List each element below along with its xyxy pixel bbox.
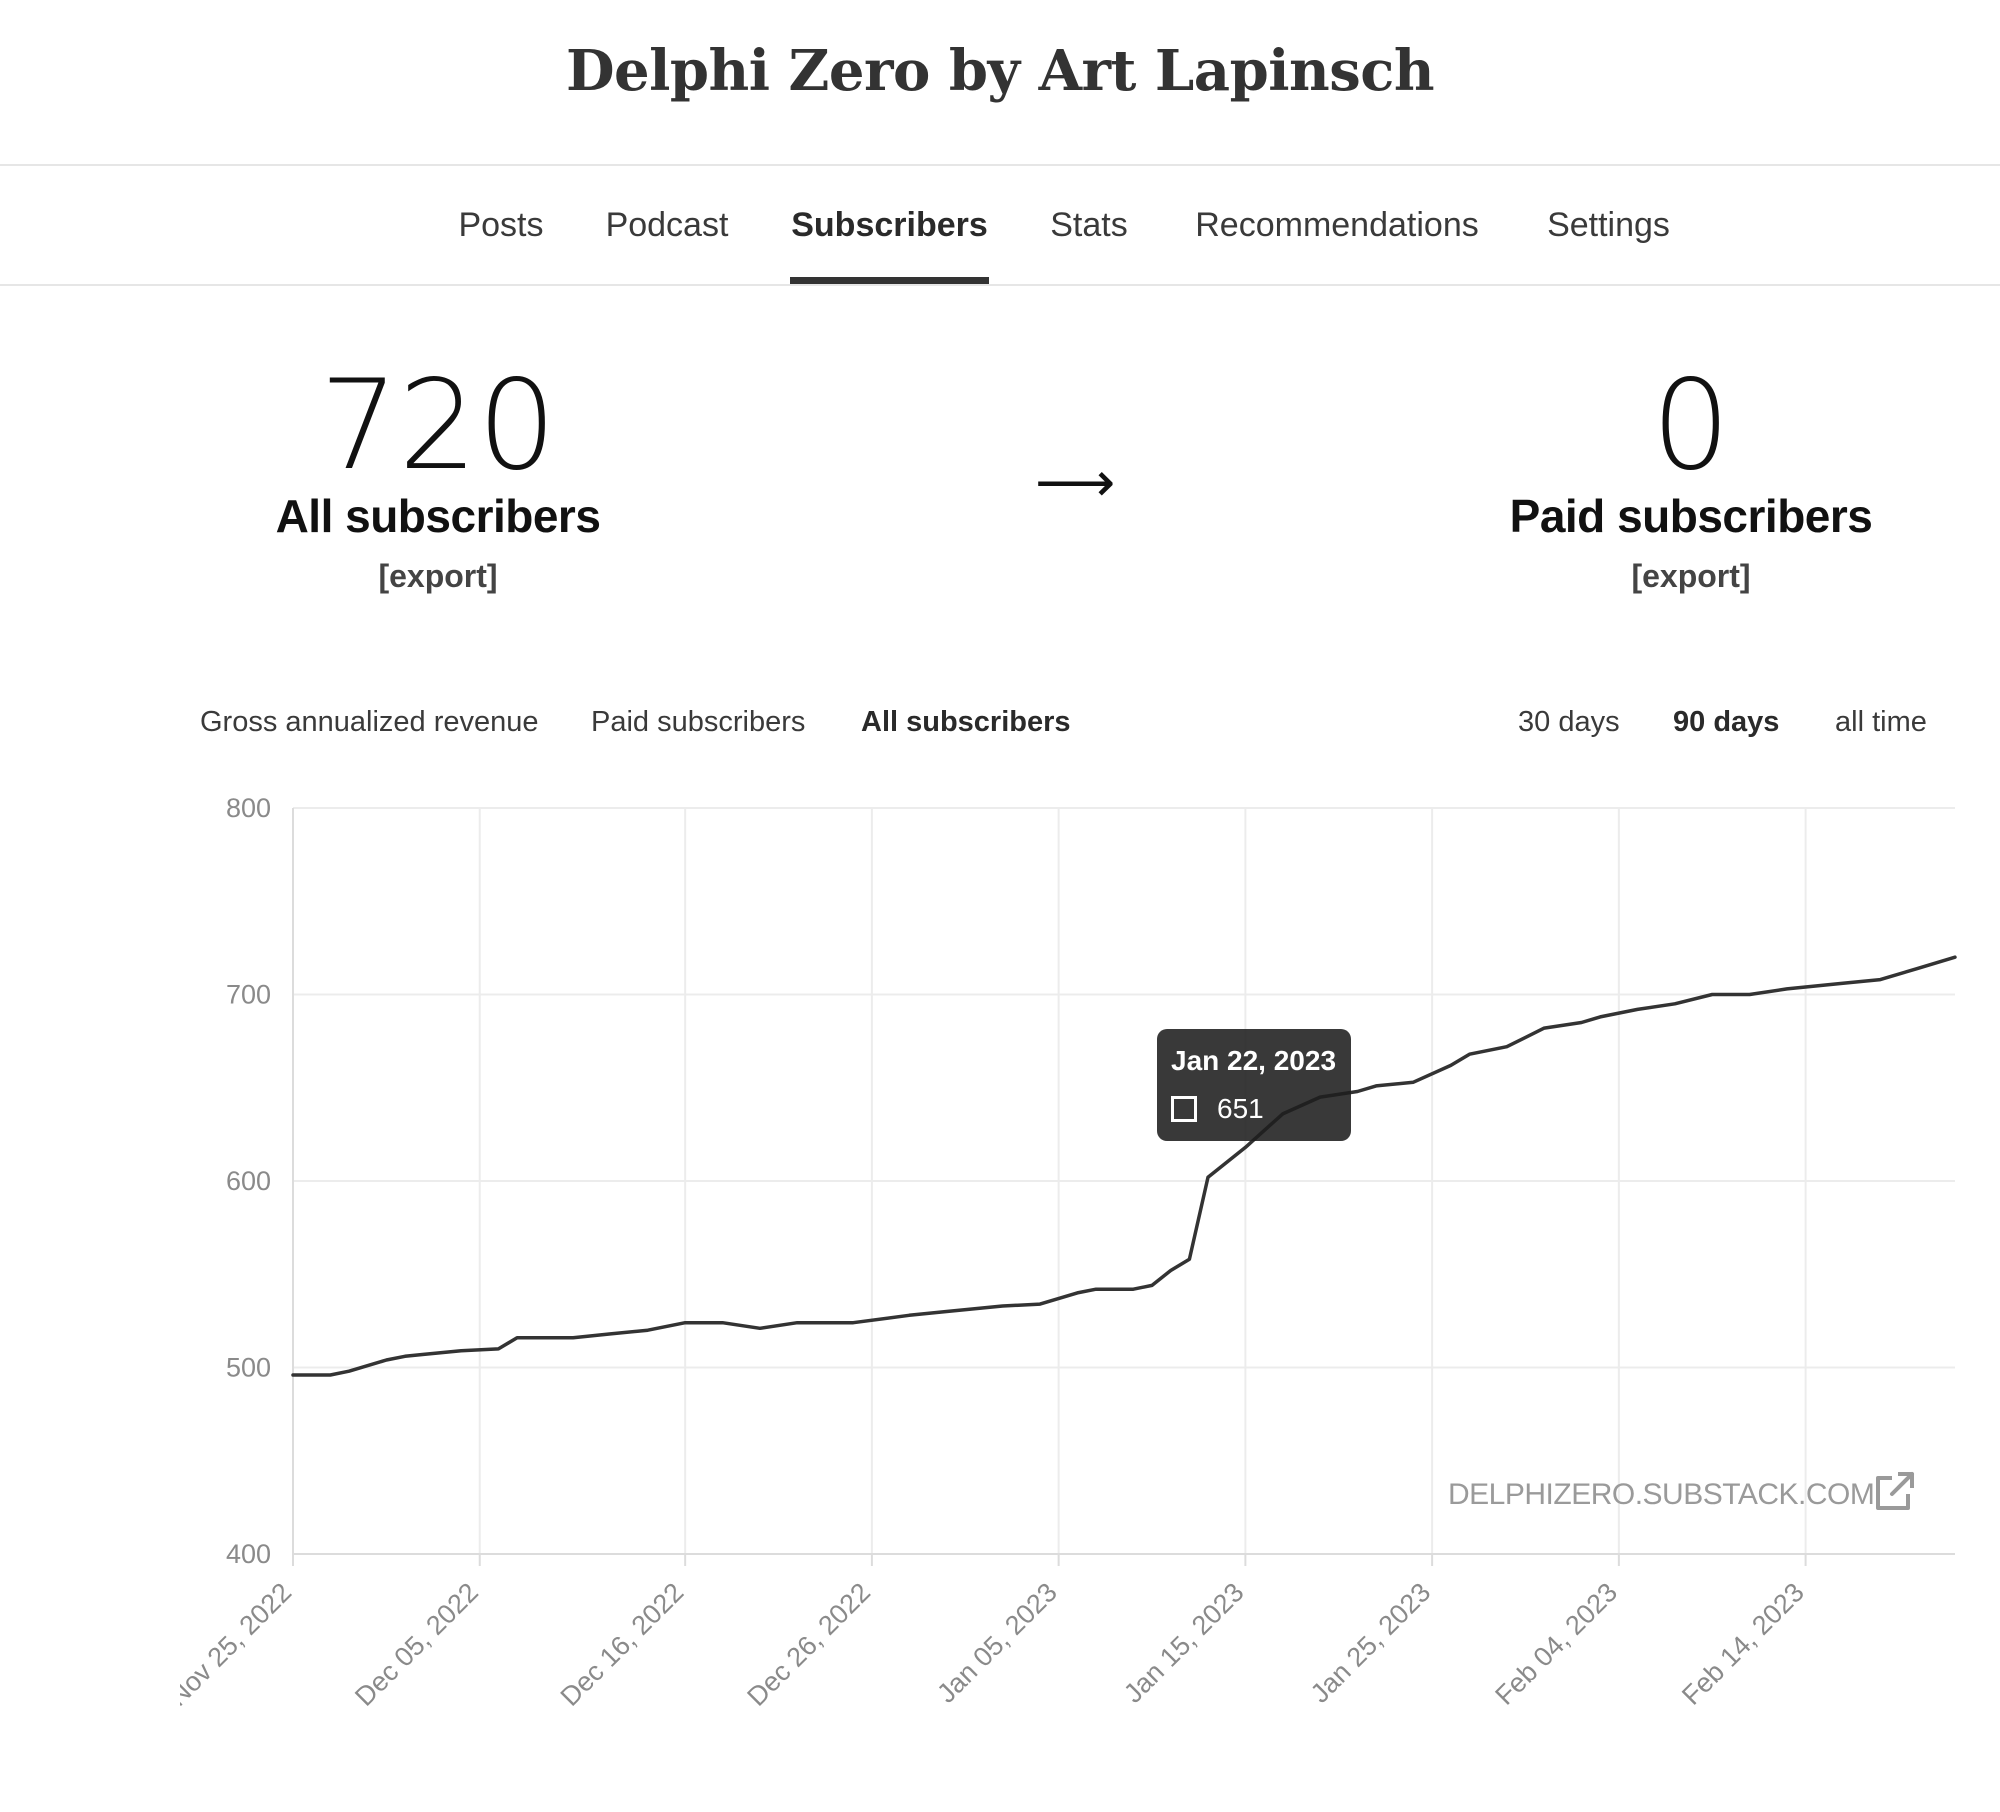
all-subscribers-stat: 720 All subscribers [export] <box>238 364 638 598</box>
tooltip-date: Jan 22, 2023 <box>1171 1045 1337 1076</box>
y-tick-label: 800 <box>226 793 271 823</box>
conversion-arrow-icon: ⟶ <box>1035 450 1116 513</box>
tab-90-days[interactable]: 90 days <box>1673 706 1780 738</box>
range-tabs: 30 days 90 days all time <box>1518 700 1938 744</box>
subscribers-series-line <box>291 955 1957 1377</box>
x-tick-label: Feb 04, 2023 <box>1489 1577 1623 1711</box>
nav-item-stats[interactable]: Stats <box>1050 206 1128 244</box>
x-tick-label: Dec 26, 2022 <box>741 1577 876 1712</box>
x-tick-label: Feb 14, 2023 <box>1676 1577 1810 1711</box>
external-link-icon[interactable] <box>1870 1468 1918 1516</box>
tab-all-time[interactable]: all time <box>1835 706 1927 738</box>
x-tick-label: Jan 25, 2023 <box>1305 1577 1437 1709</box>
paid-subscribers-label: Paid subscribers <box>1509 490 1873 542</box>
nav-item-settings[interactable]: Settings <box>1547 206 1670 244</box>
all-subscribers-label: All subscribers <box>275 490 601 542</box>
publication-title: Delphi Zero by Art Lapinsch <box>565 38 1435 104</box>
nav-item-subscribers[interactable]: Subscribers <box>790 166 989 284</box>
nav-item-posts[interactable]: Posts <box>458 206 544 244</box>
dashboard-nav: Posts Podcast Subscribers Stats Recommen… <box>0 166 2000 284</box>
chart-tooltip: Jan 22, 2023 651 <box>1157 1029 1351 1141</box>
nav-divider <box>0 284 2000 286</box>
nav-item-podcast[interactable]: Podcast <box>605 206 729 244</box>
x-tick-label: Jan 15, 2023 <box>1118 1577 1250 1709</box>
x-tick-label: Dec 16, 2022 <box>555 1577 690 1712</box>
tab-all-subscribers[interactable]: All subscribers <box>861 706 1071 738</box>
x-tick-label: Jan 05, 2023 <box>931 1577 1063 1709</box>
all-subscribers-count: 720 <box>319 354 557 498</box>
paid-subscribers-export-link[interactable]: [export] <box>1631 558 1751 594</box>
tab-30-days[interactable]: 30 days <box>1518 706 1620 738</box>
all-subscribers-export-link[interactable]: [export] <box>378 558 498 594</box>
x-tick-label: Nov 25, 2022 <box>180 1577 297 1712</box>
y-tick-label: 400 <box>226 1539 271 1569</box>
substack-domain-watermark: DELPHIZERO.SUBSTACK.COM <box>1448 1478 1875 1511</box>
y-tick-label: 700 <box>226 980 271 1010</box>
y-tick-label: 600 <box>226 1166 271 1196</box>
tooltip-series-swatch <box>1171 1096 1197 1122</box>
paid-subscribers-stat: 0 Paid subscribers [export] <box>1491 364 1891 598</box>
header-divider <box>0 164 2000 166</box>
tab-gross-annualized-revenue[interactable]: Gross annualized revenue <box>200 706 539 738</box>
nav-item-recommendations[interactable]: Recommendations <box>1195 206 1479 244</box>
tooltip-value: 651 <box>1217 1093 1264 1124</box>
subscribers-line-chart: 400 500 600 700 800 Nov 25, 2022 Dec 05, 2022 D… <box>180 793 1957 1712</box>
paid-subscribers-count: 0 <box>1651 354 1731 498</box>
y-tick-label: 500 <box>226 1353 271 1383</box>
metric-tabs: Gross annualized revenue Paid subscriber… <box>200 700 1100 744</box>
x-tick-label: Dec 05, 2022 <box>349 1577 484 1712</box>
tab-paid-subscribers[interactable]: Paid subscribers <box>591 706 806 738</box>
